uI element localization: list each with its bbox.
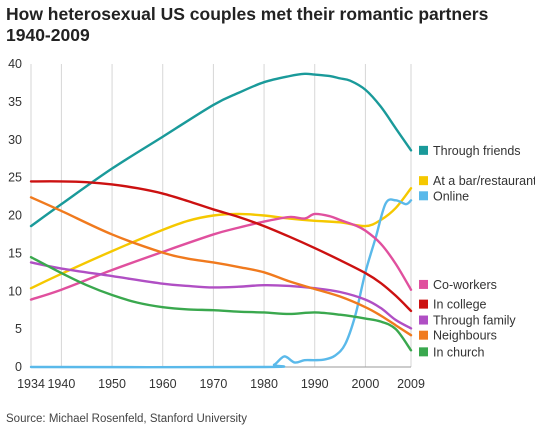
- y-tick-label: 40: [8, 57, 22, 71]
- series-line-online: [29, 198, 413, 369]
- x-tick-label: 2000: [351, 377, 379, 391]
- legend-label-co-workers: Co-workers: [433, 278, 497, 292]
- legend-swatch-through-friends: [419, 145, 428, 155]
- legend-swatch-co-workers: [419, 279, 428, 289]
- legend-label-in-church: In church: [433, 345, 484, 359]
- gridlines: [30, 64, 412, 367]
- series-line-through-family: [29, 261, 413, 330]
- x-tick-label: 1940: [47, 377, 75, 391]
- x-tick-label: 1950: [98, 377, 126, 391]
- legend-swatch-in-college: [419, 299, 428, 309]
- x-tick-label: 1980: [250, 377, 278, 391]
- series-line-co-workers: [29, 212, 413, 301]
- legend-swatch-at-a-bar-restaurant: [419, 176, 428, 186]
- x-tick-label: 1970: [199, 377, 227, 391]
- legend-label-through-family: Through family: [433, 314, 516, 328]
- legend: Through friends At a bar/restaurantOnline…: [419, 144, 535, 359]
- x-tick-label: 1934: [17, 377, 45, 391]
- x-tick-label: 1990: [301, 377, 329, 391]
- y-tick-label: 10: [8, 284, 22, 298]
- y-tick-label: 25: [8, 171, 22, 185]
- y-tick-label: 35: [8, 95, 22, 109]
- y-tick-label: 5: [15, 322, 22, 336]
- legend-swatch-through-family: [419, 315, 428, 325]
- legend-label-through-friends: Through friends: [433, 144, 521, 158]
- legend-label-at-a-bar-restaurant: At a bar/restaurant: [433, 174, 535, 188]
- series-line-through-friends: [29, 72, 413, 228]
- legend-label-neighbours: Neighbours: [433, 329, 497, 343]
- x-tick-label: 1960: [149, 377, 177, 391]
- axes: 0 5 10 15 20 25 30 35 40 1934 1940 1950 1960 1970 1980…: [8, 57, 425, 391]
- chart-source: Source: Michael Rosenfeld, Stanford Univ…: [6, 413, 247, 425]
- y-tick-label: 20: [8, 209, 22, 223]
- series-line-neighbours: [29, 196, 413, 337]
- series-line-in-church: [29, 255, 413, 352]
- series-lines: [29, 72, 413, 369]
- legend-swatch-online: [419, 191, 428, 201]
- y-tick-label: 30: [8, 133, 22, 147]
- series-line-at-a-bar-restaurant: [29, 187, 413, 290]
- legend-swatch-neighbours: [419, 330, 428, 340]
- chart-title: How heterosexual US couples met their ro…: [6, 4, 489, 45]
- legend-swatch-in-church: [419, 347, 428, 357]
- legend-label-online: Online: [433, 189, 469, 203]
- series-line-in-college: [29, 180, 413, 313]
- y-tick-label: 15: [8, 246, 22, 260]
- x-tick-label: 2009: [397, 377, 425, 391]
- y-tick-label: 0: [15, 360, 22, 374]
- legend-label-in-college: In college: [433, 298, 487, 312]
